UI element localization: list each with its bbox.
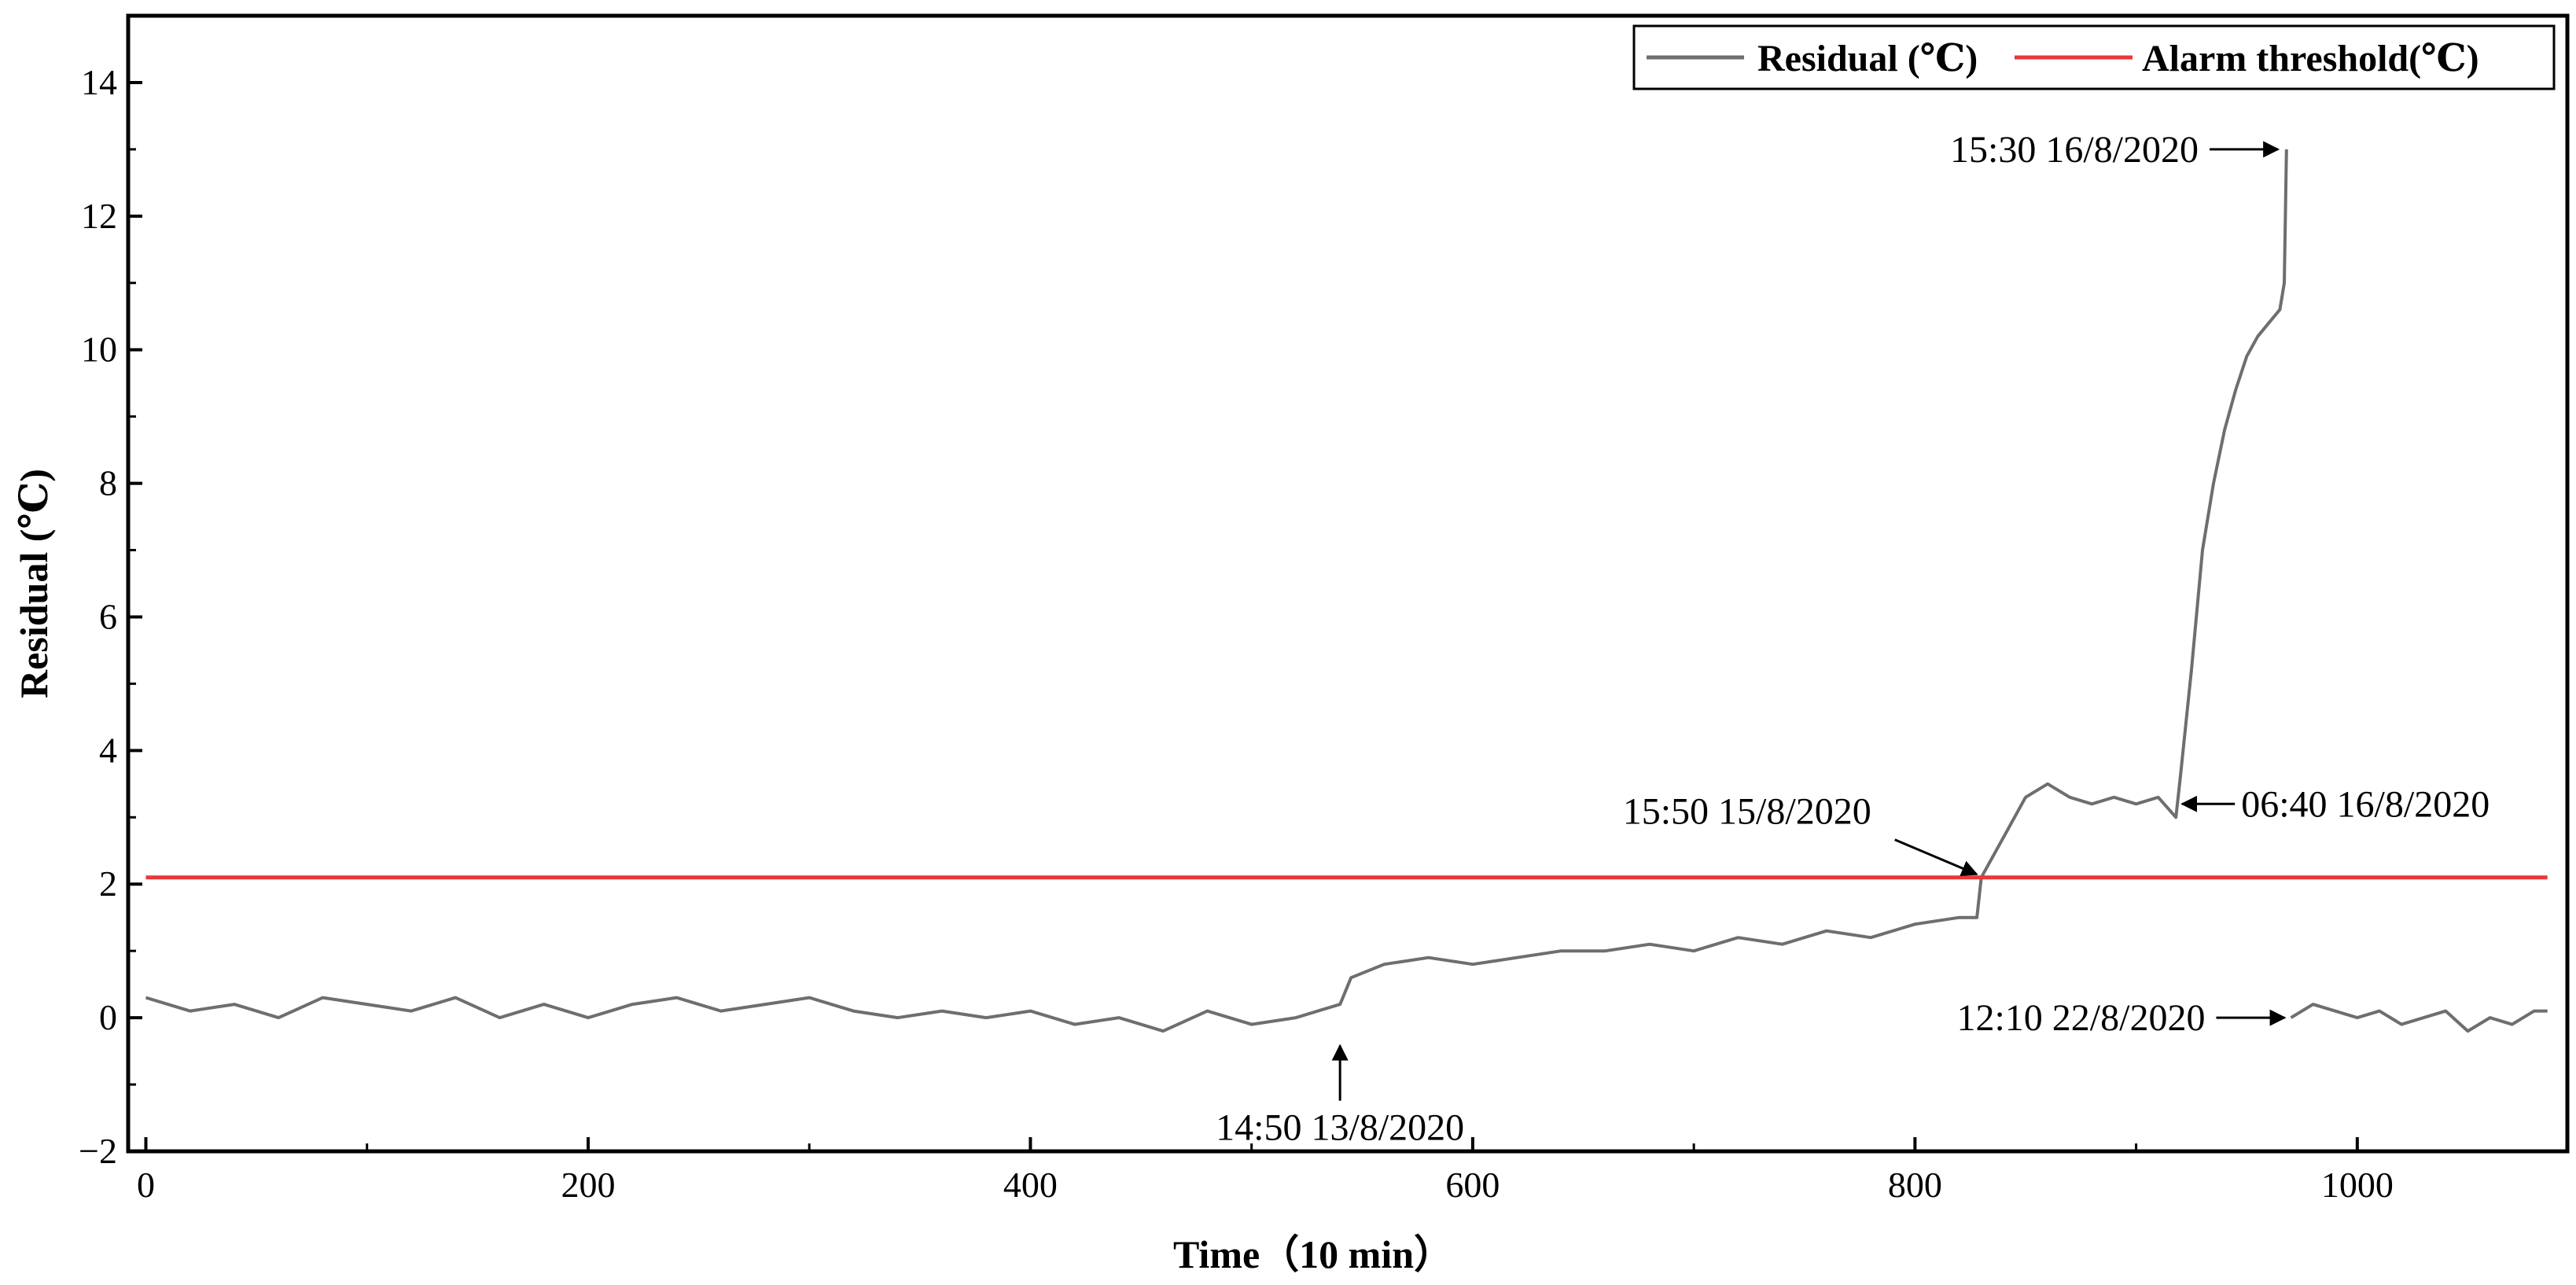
residual-line (2290, 1003, 2548, 1033)
annotation-arrow (1894, 838, 1978, 877)
x-axis-title: Time（10 min） (1173, 1232, 1453, 1276)
annotation-label: 14:50 13/8/2020 (1216, 1107, 1464, 1149)
legend-label-threshold: Alarm threshold(℃) (2142, 38, 2479, 79)
annotation-label: 15:30 16/8/2020 (1950, 129, 2199, 171)
y-tick-label: 14 (81, 62, 117, 102)
x-tick-label: 800 (1888, 1165, 1942, 1205)
series-layer (145, 149, 2548, 1033)
y-tick-label: 4 (99, 730, 117, 770)
x-tick-label: 1000 (2321, 1165, 2394, 1205)
x-tick-label: 200 (561, 1165, 615, 1205)
x-axis: 0 200 400 600 800 1000 (137, 1137, 2394, 1205)
annotation-layer: 15:30 16/8/2020 06:40 16/8/2020 15:50 15/8… (1216, 129, 2490, 1149)
x-tick-label: 0 (137, 1165, 155, 1205)
residual-line (145, 149, 2288, 1033)
y-tick-label: 10 (81, 330, 117, 370)
annotation-label: 06:40 16/8/2020 (2241, 783, 2490, 825)
y-tick-label: 12 (81, 196, 117, 236)
y-tick-label: 6 (99, 596, 117, 636)
y-tick-label: −2 (79, 1131, 117, 1171)
y-tick-label: 0 (99, 997, 117, 1037)
annotation-label: 12:10 22/8/2020 (1956, 997, 2205, 1039)
y-axis: −2 0 2 4 6 8 10 12 14 (79, 62, 142, 1171)
x-tick-label: 400 (1003, 1165, 1058, 1205)
legend-label-residual: Residual (℃) (1757, 38, 1978, 79)
legend: Residual (℃) Alarm threshold(℃) (1632, 24, 2556, 90)
plot-frame (126, 13, 2570, 1154)
x-tick-label: 600 (1445, 1165, 1500, 1205)
y-tick-label: 8 (99, 463, 117, 503)
y-tick-label: 2 (99, 863, 117, 904)
y-axis-title: Residual (℃) (12, 469, 56, 698)
annotation-label: 15:50 15/8/2020 (1623, 791, 1871, 833)
